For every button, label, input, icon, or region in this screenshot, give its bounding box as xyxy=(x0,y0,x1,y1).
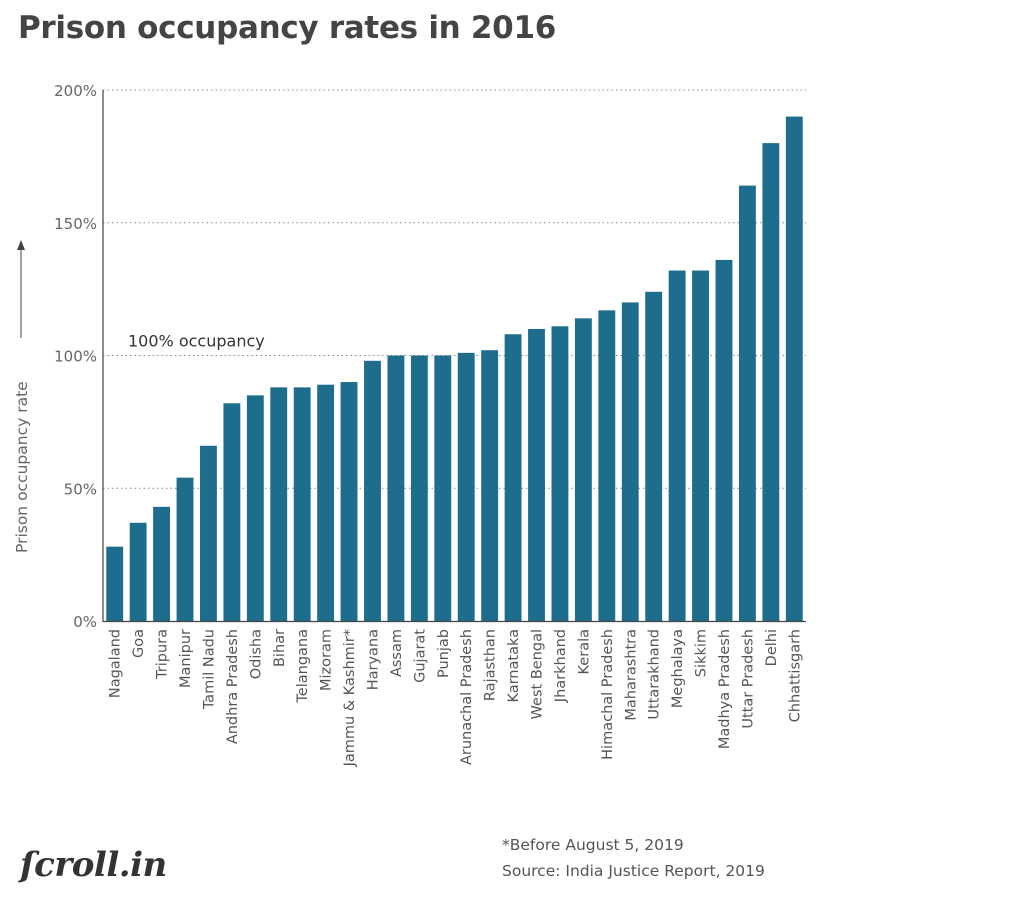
bar-chart: 0% 50% 100% 150% 200% Nagaland Goa Tripura Manip… xyxy=(13,82,806,767)
bar xyxy=(692,270,709,621)
y-tick-label: 100% xyxy=(54,348,97,366)
bar xyxy=(668,270,686,621)
y-axis-title: Prison occupancy rate xyxy=(13,381,31,553)
bar xyxy=(528,328,545,621)
x-tick-label: West Bengal xyxy=(530,629,546,719)
reference-line-label: 100% occupancy xyxy=(128,332,265,351)
bar xyxy=(434,355,452,621)
bar xyxy=(598,310,616,621)
x-tick-label: Assam xyxy=(389,629,405,677)
bar xyxy=(246,395,264,621)
x-tick-label: Delhi xyxy=(764,629,780,666)
x-tick-label: Mizoram xyxy=(319,629,335,691)
x-tick-label: Madhya Pradesh xyxy=(717,629,733,749)
x-tick-label: Haryana xyxy=(365,629,381,690)
x-tick-label: Uttar Pradesh xyxy=(740,629,756,729)
bar xyxy=(504,334,522,621)
bar xyxy=(410,355,428,621)
x-tick-label: Karnataka xyxy=(506,629,522,703)
bar xyxy=(574,318,592,621)
axes xyxy=(102,90,806,623)
x-tick-label: Telangana xyxy=(295,629,311,704)
x-tick-label: Maharashtra xyxy=(623,629,639,721)
source-note: Source: India Justice Report, 2019 xyxy=(502,862,765,880)
x-tick-label: Goa xyxy=(131,629,147,658)
bar xyxy=(200,445,217,621)
x-tick-label: Andhra Pradesh xyxy=(225,629,241,744)
y-axis-arrow-head xyxy=(17,240,25,250)
bar xyxy=(364,360,381,621)
y-tick-label: 50% xyxy=(64,480,97,498)
y-tick-label: 150% xyxy=(54,215,97,233)
bar xyxy=(481,350,499,621)
x-tick-label: Tripura xyxy=(155,629,171,680)
bar xyxy=(176,477,194,621)
x-tick-label: Gujarat xyxy=(412,629,428,683)
x-tick-label: Arunachal Pradesh xyxy=(459,629,475,765)
bar xyxy=(129,522,147,621)
bar xyxy=(738,185,756,621)
footnote: *Before August 5, 2019 xyxy=(502,836,684,854)
bar xyxy=(645,291,663,621)
bar xyxy=(457,352,475,621)
grid-lines xyxy=(103,89,806,489)
x-tick-label: Punjab xyxy=(436,629,452,678)
x-tick-label: Nagaland xyxy=(108,629,124,698)
chart-title: Prison occupancy rates in 2016 xyxy=(18,10,556,46)
x-tick-label: Chhattisgarh xyxy=(787,629,803,722)
y-tick-label: 0% xyxy=(73,613,97,631)
bars xyxy=(106,116,803,622)
bar xyxy=(762,143,780,621)
x-tick-label: Bihar xyxy=(272,629,288,667)
x-tick-label: Jharkhand xyxy=(553,629,569,703)
bar xyxy=(621,302,639,621)
x-tick-label: Jammu & Kashmir* xyxy=(342,629,358,767)
scroll-logo: ſcroll.in xyxy=(20,845,167,885)
bar xyxy=(785,116,803,622)
bar xyxy=(153,506,171,621)
bar xyxy=(270,387,288,621)
x-tick-label: Odisha xyxy=(248,629,264,679)
bar xyxy=(715,259,733,621)
x-tick-label: Kerala xyxy=(576,629,592,674)
bar xyxy=(293,387,311,621)
y-tick-label: 200% xyxy=(54,82,97,100)
bar xyxy=(551,326,569,621)
x-tick-label: Manipur xyxy=(178,629,194,688)
x-tick-label: Himachal Pradesh xyxy=(600,629,616,760)
bar xyxy=(317,384,335,621)
axis-labels: 0% 50% 100% 150% 200% Nagaland Goa Tripura Manip… xyxy=(13,82,803,767)
x-tick-label: Tamil Nadu xyxy=(201,629,217,710)
x-tick-label: Uttarakhand xyxy=(647,629,663,720)
x-tick-label: Meghalaya xyxy=(670,629,686,708)
x-tick-label: Sikkim xyxy=(694,629,710,677)
bar xyxy=(387,355,405,621)
x-tick-label: Rajasthan xyxy=(483,629,499,701)
bar xyxy=(340,382,358,621)
bar xyxy=(106,546,124,621)
bar xyxy=(223,403,241,621)
